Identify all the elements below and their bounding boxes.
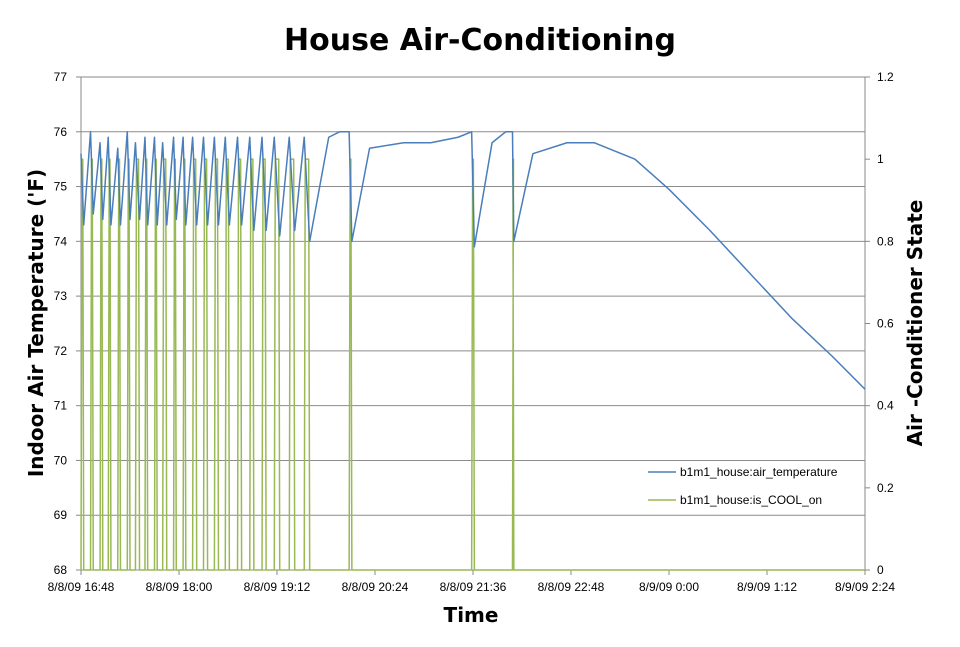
- y-tick-label: 73: [54, 289, 68, 303]
- x-axis-ticks: 8/8/09 16:48 8/8/09 18:00 8/8/09 19:12 8/8/…: [48, 570, 895, 594]
- y-tick-label: 68: [54, 563, 68, 577]
- legend-label-is-cool-on: b1m1_house:is_COOL_on: [680, 493, 822, 507]
- x-tick-label: 8/8/09 18:00: [146, 580, 213, 594]
- x-tick-label: 8/8/09 19:12: [244, 580, 311, 594]
- legend-label-air-temperature: b1m1_house:air_temperature: [680, 465, 838, 479]
- x-tick-label: 8/9/09 0:00: [639, 580, 699, 594]
- y2-axis-ticks: 0 0.2 0.4 0.6 0.8 1 1.2: [865, 70, 894, 577]
- y2-tick-label: 0.6: [877, 317, 894, 331]
- y2-tick-label: 0.2: [877, 481, 894, 495]
- series-line-is-cool-on: [80, 158, 865, 571]
- x-axis-title: Time: [444, 603, 499, 627]
- y-tick-label: 70: [54, 453, 68, 467]
- y-tick-label: 77: [54, 70, 68, 84]
- y-axis-title: Indoor Air Temperature ('F): [24, 169, 48, 477]
- y-axis-ticks: 68 69 70 71 72 73 74 75 76 77: [54, 70, 81, 577]
- y-tick-label: 74: [54, 234, 68, 248]
- x-tick-label: 8/9/09 2:24: [835, 580, 895, 594]
- series-is-cool-on: [80, 158, 865, 571]
- y2-tick-label: 1: [877, 152, 884, 166]
- chart-title: House Air-Conditioning: [284, 23, 676, 58]
- y-tick-label: 71: [54, 399, 68, 413]
- y-tick-label: 76: [54, 125, 68, 139]
- series-line-air-temperature: [80, 131, 866, 390]
- x-tick-label: 8/8/09 21:36: [440, 580, 507, 594]
- y2-tick-label: 0.4: [877, 399, 894, 413]
- y-tick-label: 72: [54, 344, 68, 358]
- y2-tick-label: 1.2: [877, 70, 894, 84]
- y-tick-label: 75: [54, 180, 68, 194]
- y2-tick-label: 0: [877, 563, 884, 577]
- series-air-temperature: [80, 131, 866, 390]
- legend: b1m1_house:air_temperature b1m1_house:is…: [648, 465, 838, 507]
- y-tick-label: 69: [54, 508, 68, 522]
- x-tick-label: 8/9/09 1:12: [737, 580, 797, 594]
- x-tick-label: 8/8/09 20:24: [342, 580, 409, 594]
- x-tick-label: 8/8/09 22:48: [538, 580, 605, 594]
- x-tick-label: 8/8/09 16:48: [48, 580, 115, 594]
- y2-tick-label: 0.8: [877, 234, 894, 248]
- y2-axis-title: Air -Conditioner State: [903, 200, 927, 447]
